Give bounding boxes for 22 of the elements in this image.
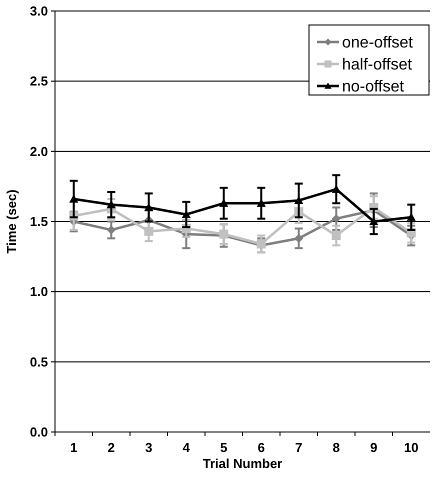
x-tick-label: 9 bbox=[370, 440, 378, 455]
x-tick-label: 8 bbox=[332, 440, 340, 455]
x-tick-label: 1 bbox=[70, 440, 78, 455]
legend-label: no-offset bbox=[342, 78, 405, 96]
x-tick-label: 4 bbox=[182, 440, 191, 455]
y-tick-label: 2.5 bbox=[30, 74, 48, 89]
x-tick-label: 2 bbox=[108, 440, 115, 455]
y-tick-label: 3.0 bbox=[30, 4, 48, 19]
y-tick-label: 2.0 bbox=[30, 144, 48, 159]
x-axis-title: Trial Number bbox=[202, 456, 282, 471]
y-tick-label: 1.5 bbox=[30, 214, 48, 230]
x-tick-label: 3 bbox=[145, 440, 152, 455]
x-tick-label: 5 bbox=[220, 440, 228, 455]
y-tick-label: 0.5 bbox=[30, 354, 48, 370]
legend-label: half-offset bbox=[342, 56, 413, 74]
y-tick-label: 0.0 bbox=[30, 424, 48, 440]
x-tick-label: 10 bbox=[404, 440, 418, 455]
x-tick-label: 7 bbox=[295, 440, 302, 455]
y-tick-label: 1.0 bbox=[30, 284, 48, 300]
y-axis-title: Time (sec) bbox=[4, 189, 19, 254]
x-tick-label: 6 bbox=[258, 440, 265, 455]
legend-label: one-offset bbox=[342, 34, 414, 52]
